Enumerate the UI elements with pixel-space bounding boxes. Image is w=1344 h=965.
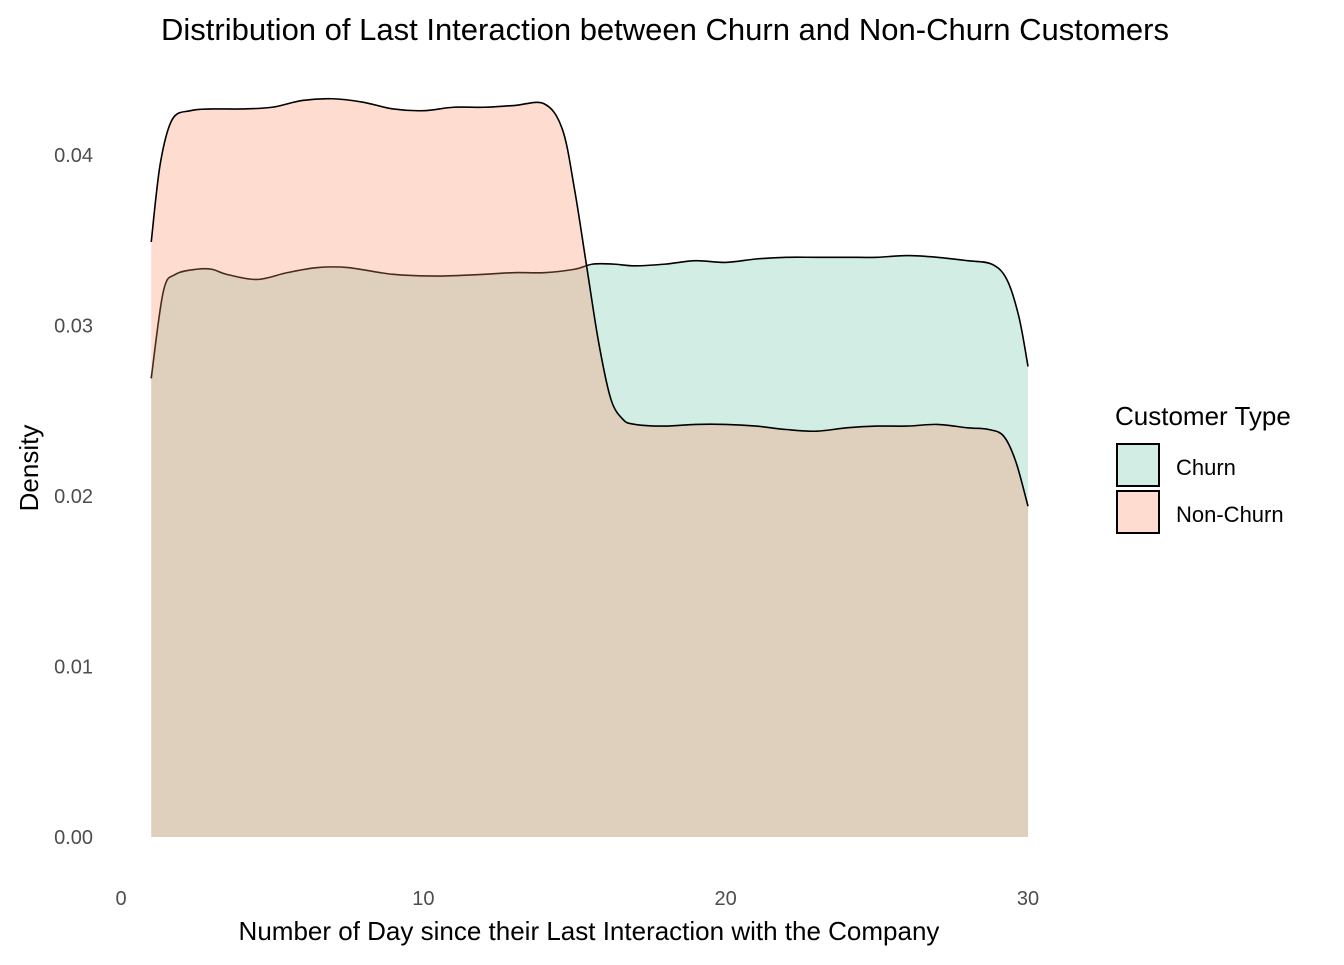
x-axis-label: Number of Day since their Last Interacti… [239, 916, 940, 946]
density-line-non-churn [150, 97, 1029, 507]
y-tick-label: 0.01 [54, 657, 93, 679]
legend: Customer Type Churn Non-Churn [1115, 401, 1291, 534]
legend-key-churn [1116, 443, 1160, 487]
x-tick-label: 0 [115, 888, 126, 910]
legend-key-non-churn [1116, 490, 1160, 534]
y-tick-label: 0.03 [54, 316, 93, 338]
legend-title: Customer Type [1115, 401, 1291, 431]
x-axis-ticks: 0 10 20 30 [115, 888, 1039, 910]
legend-label-churn: Churn [1176, 455, 1236, 480]
y-tick-label: 0.00 [54, 827, 93, 849]
density-area-churn [151, 255, 1029, 838]
y-axis-ticks: 0.00 0.01 0.02 0.03 0.04 [54, 145, 93, 849]
density-line-churn [150, 254, 1029, 379]
legend-label-non-churn: Non-Churn [1176, 502, 1284, 527]
x-tick-label: 30 [1017, 888, 1039, 910]
y-axis-label: Density [14, 425, 44, 512]
density-area-non-churn [151, 98, 1029, 837]
chart-title: Distribution of Last Interaction between… [161, 12, 1169, 47]
x-tick-label: 20 [715, 888, 737, 910]
x-tick-label: 10 [412, 888, 434, 910]
y-tick-label: 0.02 [54, 486, 93, 508]
plot-area [150, 97, 1029, 838]
y-tick-label: 0.04 [54, 145, 93, 167]
